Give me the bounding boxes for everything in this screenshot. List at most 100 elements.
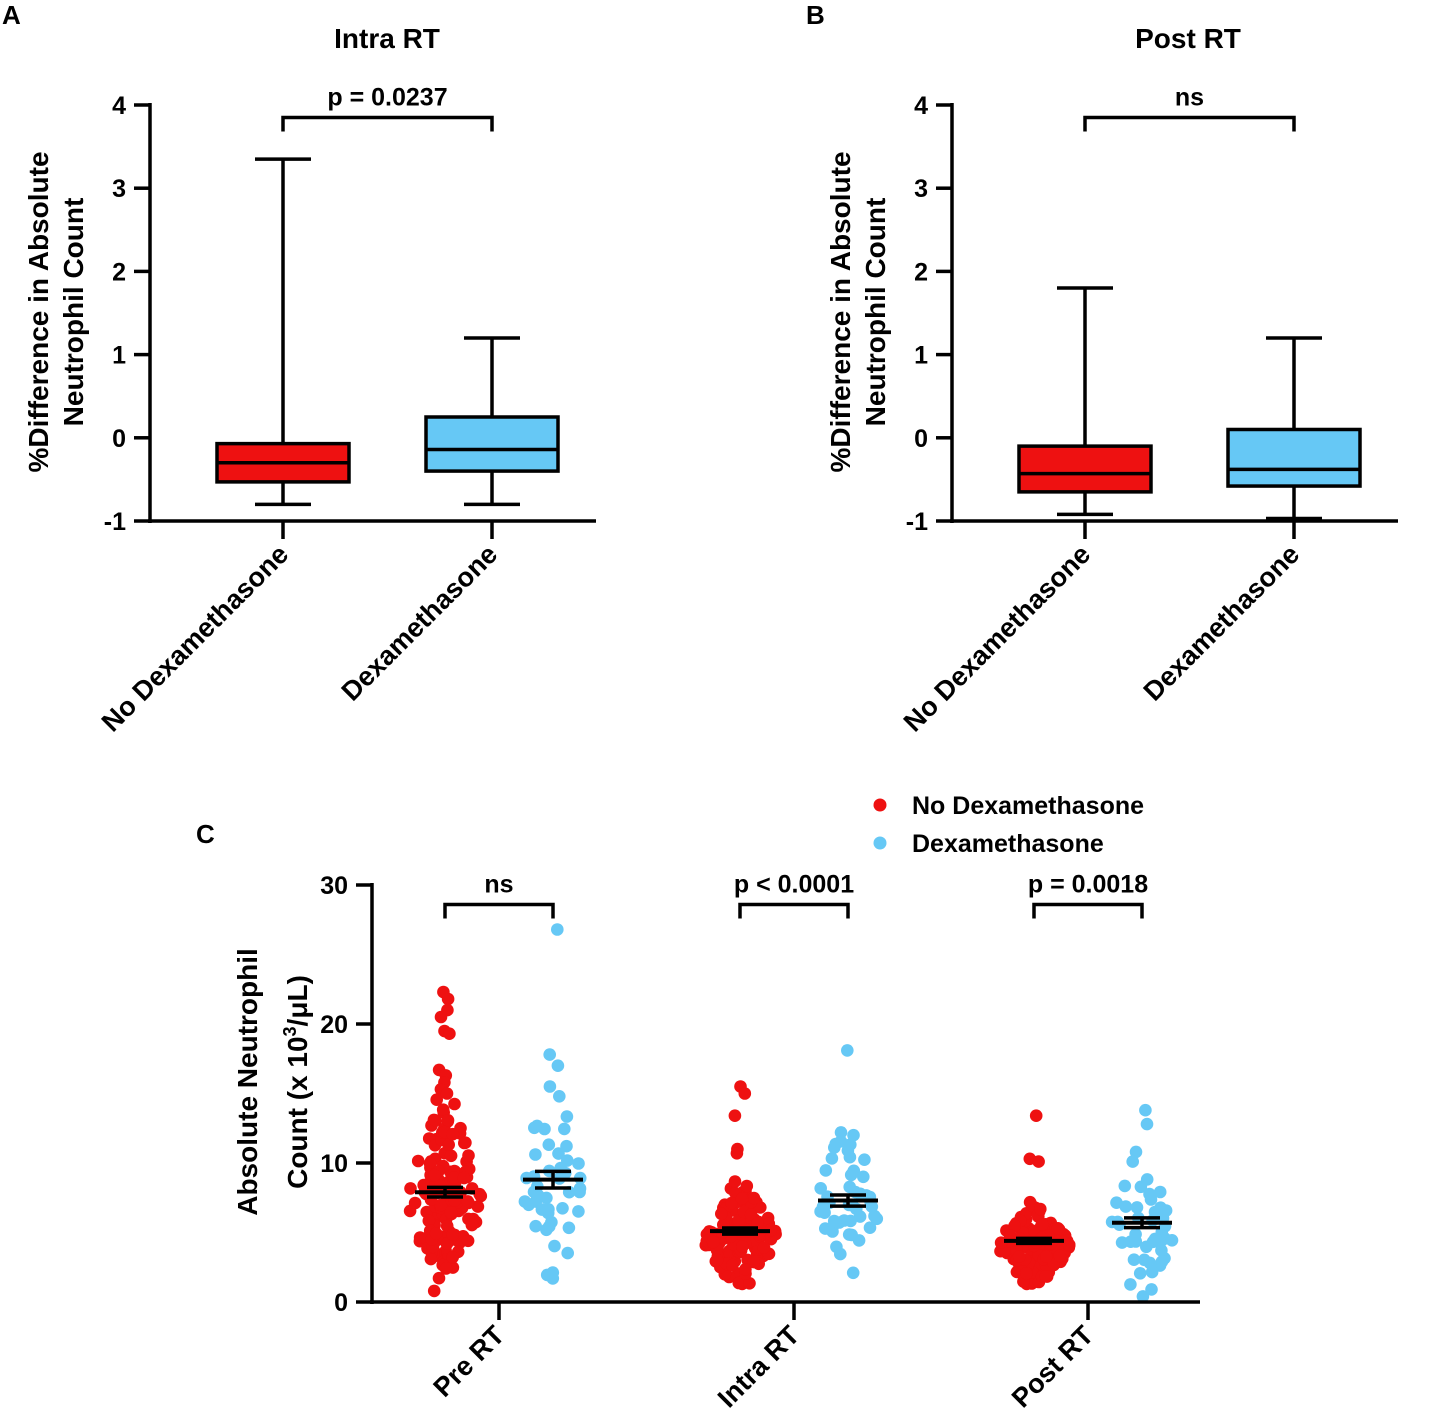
data-point	[441, 992, 455, 1006]
data-point	[858, 1153, 871, 1166]
data-point	[404, 1182, 417, 1195]
data-point	[573, 1182, 587, 1195]
data-point	[444, 1149, 458, 1163]
panel-c-significance-label: ns	[484, 870, 513, 898]
data-point	[706, 1235, 720, 1249]
panel-a-title: Intra RT	[334, 23, 440, 54]
panel-a-y-tick-label: 3	[112, 175, 126, 203]
panel-b-y-tick-label: -1	[906, 508, 928, 536]
data-point	[834, 1126, 848, 1139]
data-point	[436, 1103, 450, 1116]
data-point	[843, 1150, 857, 1164]
data-point	[870, 1212, 884, 1226]
panel-b-letter: B	[806, 0, 825, 30]
data-point	[747, 1255, 761, 1269]
data-point	[743, 1277, 756, 1290]
data-point	[556, 1202, 569, 1215]
data-point	[1130, 1201, 1144, 1214]
panel-a-y-axis-label-line2: Neutrophil Count	[58, 198, 89, 427]
data-point	[1148, 1232, 1162, 1246]
panel-b-y-tick-label: 2	[914, 258, 928, 286]
data-point	[1012, 1250, 1026, 1263]
legend-label-no-dexamethasone: No Dexamethasone	[912, 792, 1144, 820]
panel-b-category-label: No Dexamethasone	[898, 539, 1096, 737]
data-point	[427, 1284, 441, 1298]
data-point	[844, 1214, 857, 1228]
panel-a-category-label: No Dexamethasone	[96, 539, 294, 737]
data-point	[447, 1171, 461, 1184]
panel-b-y-tick-label: 3	[914, 175, 928, 203]
data-point	[818, 1206, 831, 1219]
data-point	[1145, 1265, 1159, 1279]
data-point	[446, 1228, 460, 1241]
data-point	[561, 1246, 574, 1260]
panel-b: B Post RT %Difference in Absolute Neutro…	[806, 0, 1398, 737]
data-point	[736, 1240, 749, 1253]
data-point	[560, 1110, 574, 1123]
data-point	[459, 1136, 472, 1149]
data-point	[764, 1223, 778, 1237]
data-point	[1138, 1253, 1151, 1267]
data-point	[732, 1276, 746, 1290]
data-point	[1140, 1240, 1153, 1254]
panel-a-category-label: Dexamethasone	[336, 539, 504, 707]
iqr-box	[1017, 444, 1153, 494]
panel-c-y-tick-label: 30	[320, 872, 348, 900]
panel-c: C No Dexamethasone Dexamethasone Absolut…	[196, 792, 1200, 1413]
points-pre-rt-no-dexamethasone	[403, 985, 488, 1298]
panel-b-significance-bracket	[1083, 115, 1296, 132]
data-point	[540, 1268, 554, 1282]
data-point	[1139, 1103, 1152, 1117]
panel-a-y-tick-label: 0	[112, 425, 126, 453]
data-point	[543, 1048, 556, 1061]
data-point	[1154, 1201, 1167, 1214]
data-point	[1140, 1173, 1154, 1186]
panel-a-box-no-dexamethasone	[215, 157, 351, 507]
data-point	[440, 1087, 454, 1100]
data-point	[439, 1262, 453, 1275]
data-point	[540, 1223, 553, 1237]
mean-sem-pre-rt-dexamethasone	[523, 1169, 583, 1190]
data-point	[726, 1258, 739, 1272]
panel-b-category-label: Dexamethasone	[1138, 539, 1306, 707]
panel-c-y-tick-label: 0	[334, 1289, 348, 1317]
mean-sem-post-rt-no-dexamethasone	[1004, 1236, 1064, 1246]
data-point	[440, 1237, 454, 1250]
panel-c-category-label: Post RT	[1006, 1320, 1100, 1414]
data-point	[529, 1219, 542, 1233]
data-point	[728, 1109, 742, 1122]
data-point	[725, 1196, 738, 1210]
data-point	[1124, 1235, 1137, 1248]
data-point	[465, 1218, 479, 1232]
data-point	[1062, 1238, 1076, 1251]
data-point	[1126, 1155, 1139, 1168]
data-point	[522, 1198, 535, 1212]
data-point	[462, 1149, 475, 1162]
data-point	[1165, 1234, 1179, 1247]
data-point	[738, 1087, 752, 1100]
data-point	[434, 1198, 448, 1212]
data-point	[432, 1271, 446, 1285]
data-point	[735, 1192, 749, 1205]
data-point	[730, 1147, 744, 1160]
data-point	[529, 1148, 542, 1161]
data-point	[446, 1127, 460, 1141]
data-point	[448, 1097, 461, 1111]
panel-c-significance-label: p = 0.0018	[1028, 870, 1148, 898]
panel-c-y-tick-label: 20	[320, 1011, 348, 1039]
data-point	[728, 1175, 742, 1188]
data-point	[542, 1138, 556, 1151]
data-point	[1118, 1179, 1132, 1193]
data-point	[1124, 1278, 1137, 1291]
data-point	[863, 1221, 877, 1234]
data-point	[553, 1090, 566, 1103]
data-point	[819, 1164, 833, 1177]
data-point	[1051, 1222, 1065, 1235]
panel-a-y-axis-label-line1: %Difference in Absolute	[23, 151, 54, 472]
data-point	[828, 1141, 841, 1154]
data-point	[543, 1080, 557, 1093]
iqr-box	[424, 415, 560, 473]
panel-b-y-tick-label: 4	[914, 92, 928, 120]
data-point	[1053, 1249, 1067, 1263]
points-intra-rt-dexamethasone	[814, 1044, 884, 1280]
